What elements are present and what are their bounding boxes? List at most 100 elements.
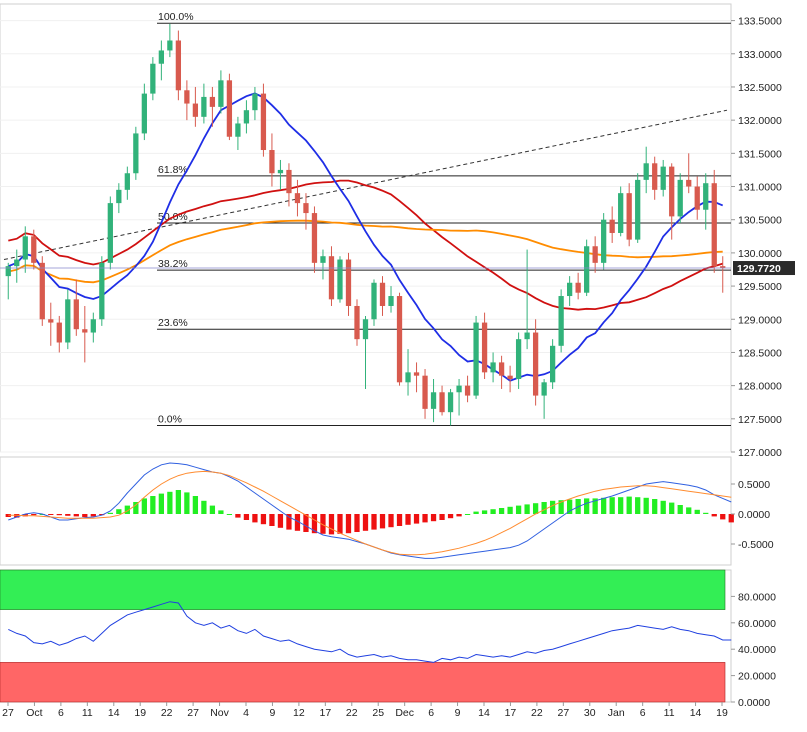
candle-body: [328, 256, 335, 300]
moving-average-line: [7, 92, 724, 382]
price-tick-label: 131.0000: [738, 182, 782, 194]
candle: [345, 252, 352, 316]
candle-body: [592, 246, 598, 263]
macd-histogram-bar: [388, 514, 394, 528]
candle: [720, 256, 726, 293]
candle: [158, 40, 164, 81]
candle: [618, 186, 624, 237]
fib-level-label: 100.0%: [158, 11, 194, 23]
macd-histogram-bar: [235, 514, 241, 518]
macd-histogram-bar: [303, 514, 309, 532]
candle: [175, 30, 182, 101]
macd-histogram-bar: [456, 514, 462, 517]
macd-histogram-bar: [532, 503, 539, 514]
macd-histogram-bar: [294, 514, 301, 531]
price-tick-label: 132.5000: [738, 82, 782, 94]
macd-histogram-bar: [592, 498, 598, 514]
candle: [311, 206, 318, 273]
fibonacci-levels: 100.0%61.8%50.0%38.2%23.6%0.0%: [157, 11, 731, 426]
macd-histogram-bar: [328, 514, 335, 535]
candle-body: [82, 329, 88, 333]
macd-histogram-bar: [422, 514, 428, 523]
date-tick-label: 14: [690, 707, 702, 719]
macd-histogram-bar: [524, 504, 530, 514]
candle: [116, 183, 122, 214]
macd-histogram-bar: [65, 514, 71, 516]
candle: [473, 315, 479, 399]
candle-body: [677, 179, 683, 217]
candle-body: [524, 332, 530, 340]
candle: [328, 246, 335, 306]
macd-histogram-bar: [711, 514, 717, 517]
macd-histogram-bar: [541, 502, 547, 514]
macd-histogram-bar: [720, 514, 726, 520]
fib-level-label: 23.6%: [158, 317, 188, 329]
macd-histogram-bar: [584, 498, 590, 514]
rsi-indicator: [0, 569, 732, 703]
candle-body: [532, 332, 539, 396]
candle-body: [22, 236, 28, 260]
macd-histogram-bar: [473, 511, 479, 514]
macd-histogram-bar: [22, 514, 28, 517]
candle: [677, 173, 683, 224]
candle-body: [269, 150, 275, 174]
candle: [39, 256, 45, 326]
candle: [294, 179, 301, 217]
candle: [660, 159, 666, 197]
candle: [575, 272, 581, 300]
macd-tick-label: 0.5000: [738, 479, 770, 491]
candle: [430, 378, 437, 423]
candle: [56, 315, 62, 353]
candle-body: [703, 183, 709, 210]
candle-body: [362, 319, 369, 340]
fib-level-label: 0.0%: [158, 413, 182, 425]
macd-histogram-bar: [567, 499, 573, 514]
candle-body: [584, 246, 590, 293]
macd-histogram-bar: [558, 500, 564, 514]
macd-histogram-bar: [243, 514, 250, 520]
macd-histogram-bar: [345, 514, 352, 534]
candle-body: [694, 186, 700, 210]
macd-axis: 0.5000 0.0000 -0.5000: [731, 479, 774, 551]
price-tick-label: 128.5000: [738, 347, 782, 359]
candle-body: [388, 296, 394, 306]
rsi-line: [8, 601, 732, 663]
candle: [669, 163, 675, 240]
date-tick-label: 17: [319, 707, 331, 719]
macd-histogram-bar: [116, 509, 122, 514]
macd-histogram-bar: [286, 514, 292, 530]
date-tick-label: 9: [270, 707, 276, 719]
candle-body: [192, 103, 199, 117]
date-tick-label: Nov: [210, 707, 229, 719]
candle: [524, 249, 530, 350]
macd-histogram-bar: [549, 500, 556, 514]
macd-histogram-bar: [260, 514, 267, 525]
candle-body: [405, 372, 411, 383]
candle-body: [252, 93, 258, 111]
macd-histogram-bar: [694, 509, 700, 514]
rsi-oversold-zone: [0, 662, 726, 703]
candle: [141, 83, 147, 141]
candle: [396, 292, 403, 386]
macd-histogram-bar: [703, 512, 709, 514]
candle-body: [626, 193, 632, 240]
macd-histogram-bar: [48, 514, 54, 515]
candle-body: [150, 63, 156, 94]
candle-body: [133, 133, 139, 174]
candle: [243, 100, 250, 134]
rsi-tick-label: 20.0000: [738, 671, 776, 683]
macd-histogram-bar: [405, 514, 411, 525]
macd-histogram-bar: [618, 497, 624, 514]
candle: [601, 213, 607, 270]
candle-body: [371, 282, 377, 320]
date-tick-label: 12: [293, 707, 305, 719]
candle-body: [481, 322, 488, 373]
candle-body: [243, 110, 250, 124]
candle: [184, 80, 190, 121]
candle-body: [558, 296, 564, 346]
candle-body: [396, 296, 403, 383]
candle-body: [226, 80, 233, 137]
candle: [337, 256, 343, 303]
candle-body: [498, 362, 505, 376]
macd-histogram-bar: [507, 506, 513, 514]
